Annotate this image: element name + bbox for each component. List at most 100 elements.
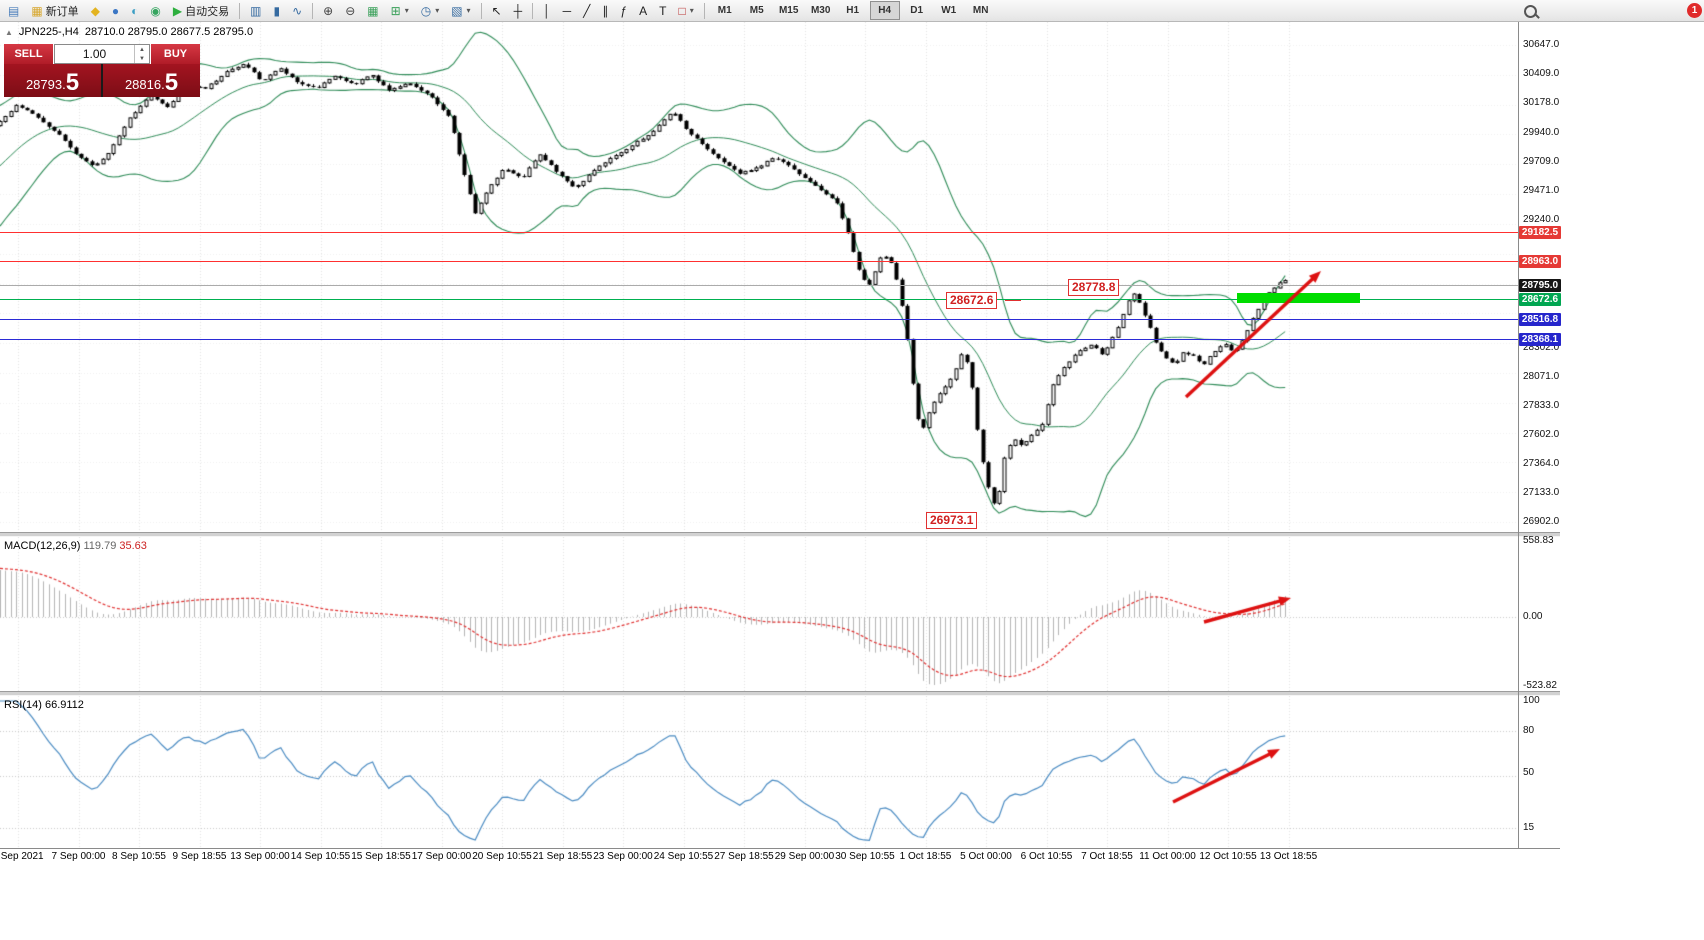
periods-button[interactable]: ◷ ▾ (416, 1, 445, 21)
indicators-icon: ⊞ (390, 3, 401, 18)
vertical-line-button[interactable]: │ (538, 1, 556, 21)
time-axis-label: 23 Sep 00:00 (593, 851, 653, 862)
rsi-value: 66.9112 (44, 699, 84, 711)
time-axis-label: 7 Oct 18:55 (1081, 851, 1133, 862)
auto-trading-button[interactable]: ▶ 自动交易 (168, 1, 234, 21)
trendline-icon: ╱ (583, 3, 591, 18)
sell-button[interactable]: SELL (4, 44, 53, 64)
tile-windows-button[interactable]: ▦ (362, 1, 383, 21)
notification-badge[interactable]: 1 (1687, 3, 1702, 18)
trendline-button[interactable]: ╱ (578, 1, 595, 21)
main-chart-canvas[interactable] (0, 22, 1518, 532)
time-axis-label: 11 Oct 00:00 (1139, 851, 1196, 862)
zoom-in-button[interactable]: ⊕ (318, 1, 338, 21)
time-axis-label: 6 Oct 10:55 (1020, 851, 1073, 862)
new-order-icon: ▦ (31, 3, 43, 18)
timeframe-m5[interactable]: M5 (749, 5, 764, 16)
templates-button[interactable]: ▧ ▾ (446, 1, 475, 21)
time-axis-label: 29 Sep 00:00 (774, 851, 835, 862)
time-axis-label: 5 Oct 00:00 (960, 851, 1012, 862)
price-note-28672[interactable]: 28672.6 (946, 292, 998, 309)
price-axis-label: 27364.0 (1523, 458, 1560, 469)
time-axis-label: 14 Sep 10:55 (290, 851, 351, 862)
text-button[interactable]: A (634, 1, 652, 21)
new-order-button[interactable]: ▦ 新订单 (26, 1, 83, 21)
bar-chart-button[interactable]: ▥ (245, 1, 266, 21)
macd-main-value: 119.79 (83, 540, 117, 552)
cursor-button[interactable]: ↖ (487, 1, 507, 21)
rsi-panel-canvas[interactable] (0, 696, 1518, 848)
bid-price-frac: 5 (65, 69, 80, 96)
label-button[interactable]: T (654, 1, 671, 21)
timeframe-w1[interactable]: W1 (941, 5, 957, 16)
volume-up-icon[interactable]: ▲ (139, 46, 145, 53)
toolbar-separator (312, 2, 314, 19)
new-chart-icon: ▤ (8, 3, 20, 18)
volume-value[interactable]: 1.00 (82, 47, 107, 61)
price-note-26973[interactable]: 26973.1 (926, 512, 978, 529)
time-axis-border (0, 848, 1560, 849)
line-chart-button[interactable]: ∿ (287, 1, 307, 21)
ohlc-values: 28710.0 28795.0 28677.5 28795.0 (84, 26, 254, 38)
volume-stepper[interactable]: ▲ ▼ (134, 45, 149, 63)
expand-icon[interactable]: ▲ (5, 27, 13, 37)
new-chart-button[interactable]: ▤ (3, 1, 24, 21)
bar-chart-icon: ▥ (250, 3, 262, 18)
chevron-down-icon: ▾ (466, 6, 471, 15)
level-line-28963.0 (0, 261, 1518, 262)
level-line-29182.5 (0, 232, 1518, 233)
zoom-out-icon: ⊖ (345, 3, 356, 18)
search-icon[interactable] (1524, 5, 1537, 18)
chevron-down-icon: ▾ (404, 6, 409, 15)
market-watch-icon: ● (111, 3, 120, 18)
label-icon: T (659, 3, 667, 18)
navigator-button[interactable]: ◉ (145, 1, 165, 21)
shapes-button[interactable]: □ ▾ (673, 1, 698, 21)
volume-down-icon[interactable]: ▼ (139, 55, 145, 62)
timeframe-m15[interactable]: M15 (778, 5, 799, 16)
timeframe-mn[interactable]: MN (972, 5, 989, 16)
price-axis-label: 30178.0 (1523, 97, 1560, 108)
indicator-axis-label: 50 (1523, 767, 1535, 778)
price-axis-label: 29709.0 (1523, 156, 1560, 167)
favorites-icon: ◆ (90, 3, 100, 18)
volume-input[interactable]: 1.00 ▲ ▼ (54, 44, 150, 64)
channel-button[interactable]: ∥ (597, 1, 613, 21)
timeframe-h1[interactable]: H1 (846, 5, 860, 16)
indicators-button[interactable]: ⊞ ▾ (386, 1, 414, 21)
price-axis-label: 27602.0 (1523, 429, 1560, 440)
rsi-indicator-label: RSI(14) 66.9112 (4, 699, 84, 711)
cursor-icon: ↖ (491, 3, 502, 18)
ask-price-int: 28816. (124, 77, 165, 92)
level-line-28516.8 (0, 319, 1518, 320)
time-axis-label: 12 Oct 10:55 (1199, 851, 1257, 862)
toolbar-separator (703, 2, 705, 19)
price-axis-label: 29471.0 (1523, 185, 1560, 196)
timeframe-m1[interactable]: M1 (717, 5, 732, 16)
macd-panel-canvas[interactable] (0, 537, 1518, 691)
timeframe-h4[interactable]: H4 (869, 1, 900, 20)
chevron-down-icon: ▾ (689, 6, 694, 15)
market-watch-button[interactable]: ● (107, 1, 124, 21)
auto-trading-icon: ▶ (172, 3, 183, 18)
fibonacci-icon: ƒ (620, 3, 628, 18)
timeframe-d1[interactable]: D1 (910, 5, 924, 16)
toolbar: ▤ ▦ 新订单 ◆ ● ◐ ◉ ▶ 自动交易 ▥ ▮ ∿ ⊕ ⊖ ▦ ⊞ ▾ ◷ ▾ ▧ ▾ ↖ ┼ │ ─ ╱ ∥ ƒ A T □ ▾ M1 M… (0, 0, 1704, 22)
fibonacci-button[interactable]: ƒ (615, 1, 632, 21)
line-chart-icon: ∿ (292, 3, 303, 18)
annotation-connector-line (1005, 300, 1021, 301)
ask-price[interactable]: 28816. 5 (103, 64, 200, 97)
data-window-button[interactable]: ◐ (126, 1, 143, 21)
timeframe-m30[interactable]: M30 (810, 5, 831, 16)
crosshair-button[interactable]: ┼ (509, 1, 528, 21)
zoom-out-button[interactable]: ⊖ (340, 1, 360, 21)
price-note-28778[interactable]: 28778.8 (1068, 279, 1120, 296)
new-order-button-label: 新订单 (45, 5, 79, 18)
buy-button[interactable]: BUY (151, 44, 200, 64)
favorites-button[interactable]: ◆ (86, 1, 105, 21)
horizontal-line-button[interactable]: ─ (558, 1, 577, 21)
support-highlight-rectangle[interactable] (1237, 293, 1360, 303)
bid-price[interactable]: 28793. 5 (4, 64, 101, 97)
price-level-chip: 28795.0 (1519, 279, 1561, 292)
candlestick-button[interactable]: ▮ (268, 1, 285, 21)
